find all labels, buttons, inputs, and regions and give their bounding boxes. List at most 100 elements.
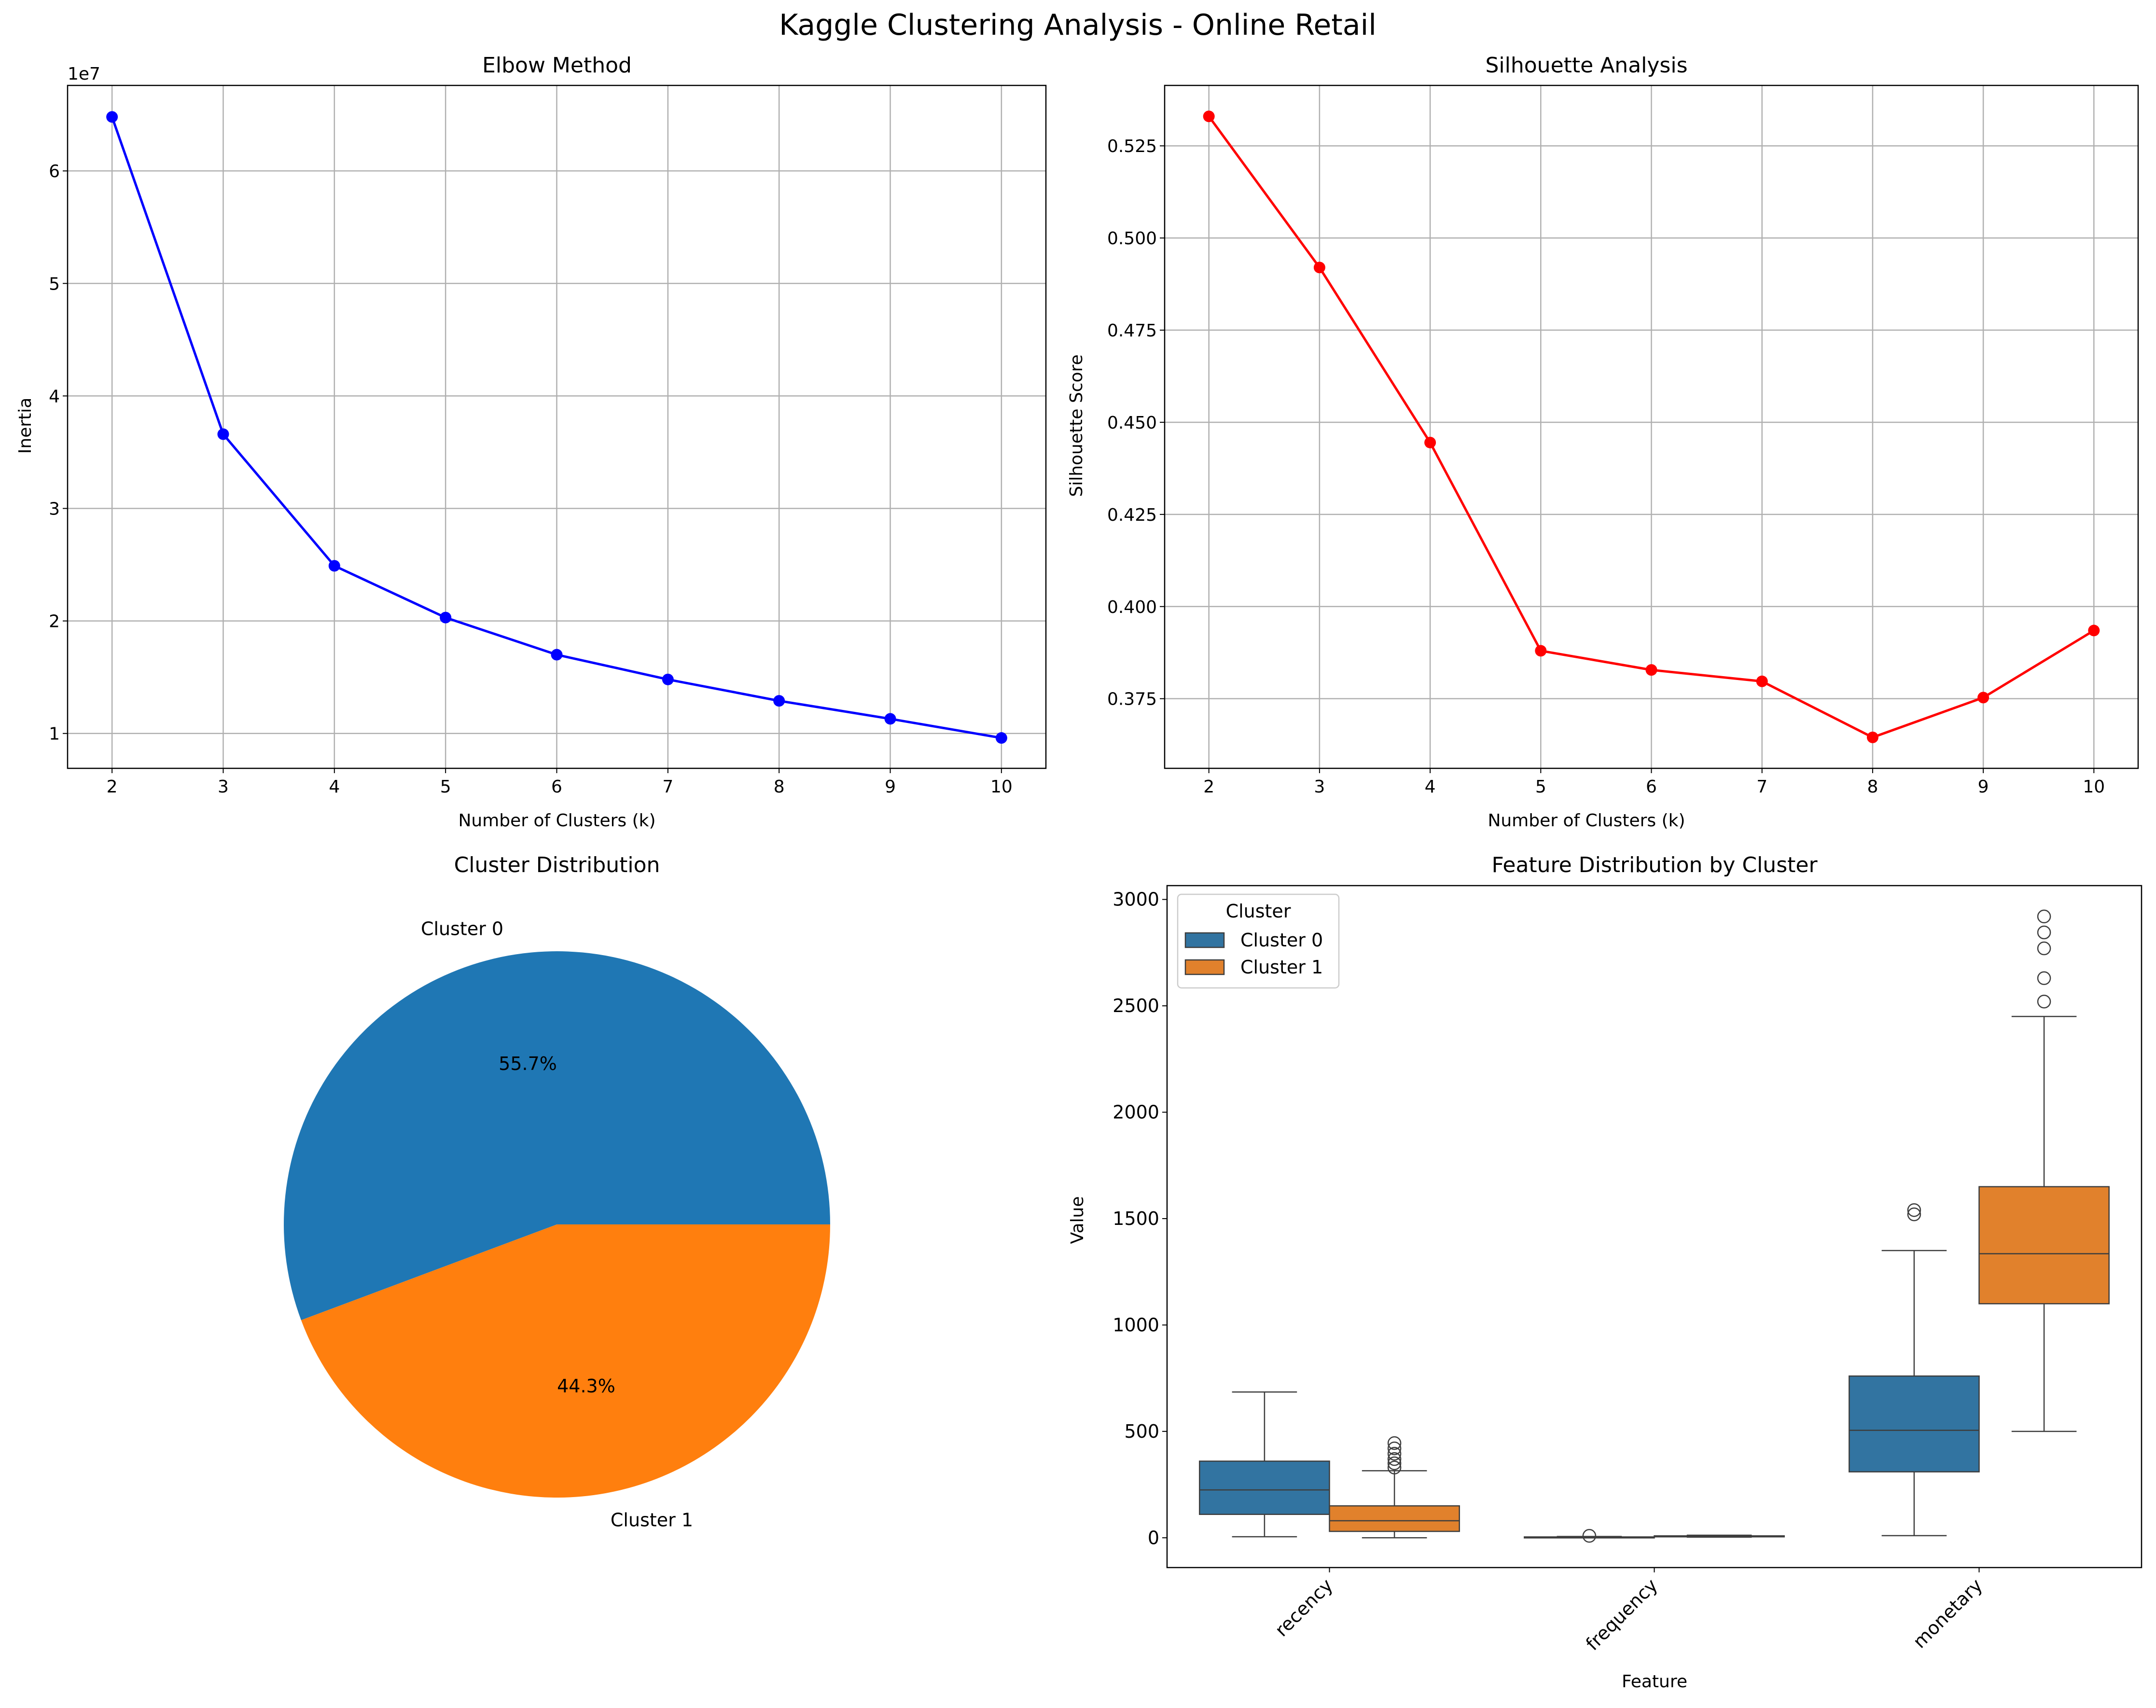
box-xtick-label: frequency	[1582, 1574, 1662, 1654]
box-legend-swatch	[1184, 932, 1225, 948]
figure-suptitle: Kaggle Clustering Analysis - Online Reta…	[779, 8, 1377, 42]
box-axes-frame	[1166, 885, 2142, 1569]
box-ytick-label: 2500	[1113, 995, 1159, 1016]
elbow-point	[328, 560, 340, 572]
elbow-xtick-label: 6	[551, 777, 562, 797]
elbow-offset-text: 1e7	[68, 64, 100, 84]
box-outlier	[1387, 1436, 1402, 1450]
box-title: Feature Distribution by Cluster	[1491, 853, 1818, 877]
box-ylabel: Value	[1068, 1196, 1087, 1244]
elbow-xtick-label: 8	[774, 777, 785, 797]
elbow-ytick-label: 1	[49, 724, 60, 744]
elbow-xtick-label: 10	[990, 777, 1013, 797]
silhouette-ytick-label: 0.375	[1107, 690, 1157, 709]
box-outlier	[1387, 1456, 1402, 1471]
elbow-chart: Elbow Method Number of Clusters (k) Iner…	[15, 53, 1047, 831]
silhouette-ylabel: Silhouette Score	[1067, 354, 1086, 497]
silhouette-title: Silhouette Analysis	[1486, 53, 1688, 78]
elbow-point	[995, 732, 1007, 744]
silhouette-xtick-label: 10	[2083, 777, 2105, 797]
box-outlier	[2037, 925, 2051, 940]
box-ytick-label: 500	[1124, 1421, 1159, 1442]
elbow-ytick-label: 2	[49, 612, 60, 632]
elbow-point	[551, 649, 563, 661]
box-outlier	[2037, 941, 2051, 956]
silhouette-xtick-label: 9	[1978, 777, 1989, 797]
elbow-point	[884, 713, 896, 725]
box-outlier	[1907, 1203, 1921, 1217]
elbow-xtick-label: 3	[218, 777, 229, 797]
elbow-ytick-label: 3	[49, 500, 60, 519]
silhouette-point	[1535, 645, 1547, 657]
silhouette-xtick-label: 7	[1756, 777, 1767, 797]
elbow-xtick-label: 5	[440, 777, 451, 797]
box-outlier	[1387, 1460, 1402, 1475]
elbow-point	[662, 673, 674, 685]
silhouette-point	[2088, 625, 2100, 637]
elbow-title: Elbow Method	[482, 53, 632, 78]
pie-slice	[284, 951, 830, 1320]
silhouette-xlabel: Number of Clusters (k)	[1488, 811, 1685, 831]
box-iqr	[1978, 1186, 2110, 1305]
silhouette-ytick-label: 0.450	[1107, 413, 1157, 433]
elbow-point	[217, 428, 229, 440]
box-legend-title: Cluster	[1226, 901, 1291, 922]
box-ytick-label: 2000	[1113, 1102, 1159, 1123]
elbow-xtick-label: 2	[107, 777, 118, 797]
pie-category-label: Cluster 0	[421, 918, 503, 939]
box-iqr	[1329, 1505, 1460, 1532]
silhouette-xtick-label: 6	[1646, 777, 1657, 797]
silhouette-xtick-label: 4	[1425, 777, 1436, 797]
box-legend-swatch	[1184, 959, 1225, 975]
pie-category-label: Cluster 1	[611, 1510, 693, 1531]
pie-slice	[301, 1224, 830, 1498]
elbow-point	[440, 611, 452, 624]
elbow-ylabel: Inertia	[15, 398, 35, 454]
silhouette-point	[1977, 692, 1989, 704]
box-xtick-label: recency	[1271, 1574, 1337, 1640]
elbow-xlabel: Number of Clusters (k)	[458, 811, 655, 831]
silhouette-point	[1424, 436, 1436, 448]
box-legend-label: Cluster 0	[1240, 930, 1323, 951]
silhouette-point	[1645, 664, 1657, 676]
silhouette-axes-frame	[1164, 84, 2139, 769]
box-ytick-label: 1000	[1113, 1314, 1159, 1335]
box-xtick-label: monetary	[1909, 1574, 1987, 1652]
silhouette-xtick-label: 5	[1535, 777, 1546, 797]
box-ytick-label: 0	[1148, 1527, 1159, 1548]
box-ytick-label: 1500	[1113, 1208, 1159, 1229]
feature-distribution-chart: Feature Distribution by Cluster Feature …	[1068, 853, 2142, 1692]
box-outlier	[2037, 971, 2051, 986]
elbow-ytick-label: 5	[49, 274, 60, 294]
elbow-xtick-label: 9	[885, 777, 896, 797]
silhouette-xtick-label: 3	[1314, 777, 1325, 797]
silhouette-point	[1756, 675, 1768, 687]
box-iqr	[1849, 1375, 1980, 1472]
silhouette-chart: Silhouette Analysis Number of Clusters (…	[1067, 53, 2139, 831]
box-legend-label: Cluster 1	[1240, 957, 1323, 978]
silhouette-point	[1203, 111, 1215, 123]
pie-pct-label: 44.3%	[557, 1375, 615, 1397]
silhouette-ytick-label: 0.525	[1107, 137, 1157, 156]
elbow-ytick-label: 6	[49, 162, 60, 181]
silhouette-ytick-label: 0.400	[1107, 597, 1157, 617]
silhouette-xtick-label: 2	[1203, 777, 1214, 797]
silhouette-ytick-label: 0.475	[1107, 321, 1157, 341]
cluster-distribution-chart: Cluster Distribution 55.7% Cluster 0 44.3%…	[284, 853, 830, 1531]
box-outlier	[1387, 1452, 1402, 1466]
silhouette-point	[1866, 731, 1878, 743]
box-outlier	[1387, 1446, 1402, 1461]
elbow-xtick-label: 4	[329, 777, 340, 797]
box-outlier	[1387, 1441, 1402, 1456]
box-outlier	[2037, 995, 2051, 1009]
box-outlier	[1907, 1207, 1921, 1222]
elbow-axes-frame	[67, 84, 1047, 769]
box-xlabel: Feature	[1622, 1672, 1687, 1692]
elbow-xtick-label: 7	[662, 777, 673, 797]
elbow-point	[106, 111, 118, 123]
silhouette-point	[1313, 262, 1325, 274]
silhouette-xtick-label: 8	[1867, 777, 1878, 797]
pie-title: Cluster Distribution	[454, 853, 660, 877]
elbow-point	[773, 695, 785, 707]
